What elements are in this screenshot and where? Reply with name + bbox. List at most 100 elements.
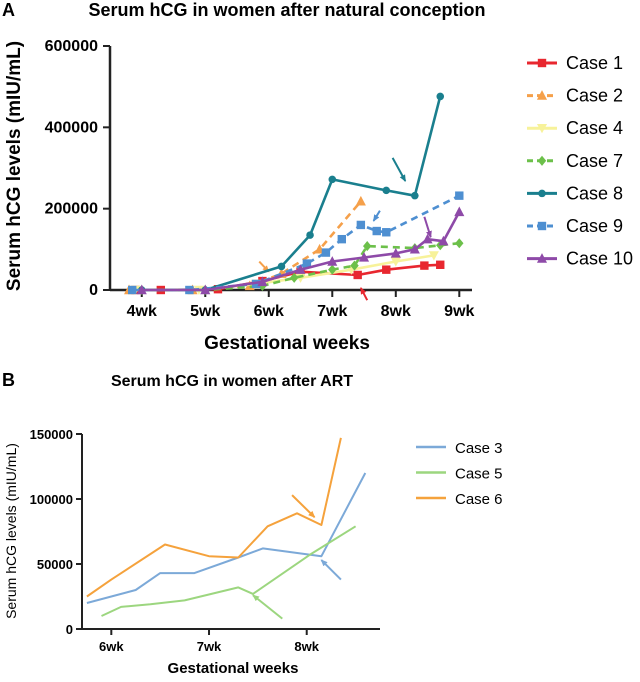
legend-label: Case 10 (566, 249, 633, 269)
legend-label: Case 8 (566, 183, 623, 203)
legend-label: Case 6 (455, 491, 503, 508)
data-point-case-10 (358, 252, 370, 262)
x-tick-label: 9wk (444, 303, 474, 320)
annotation-arrow (359, 287, 369, 301)
data-point-case-2 (355, 195, 366, 206)
series-case-10 (136, 206, 465, 295)
series-line-case-3 (86, 472, 367, 604)
data-point-case-8 (411, 191, 419, 200)
legend-marker (537, 58, 547, 68)
data-point-case-1 (436, 260, 445, 269)
legend-marker (536, 90, 548, 100)
legend-label: Case 1 (566, 53, 623, 73)
panel-letter-b: B (2, 370, 15, 390)
data-point-case-9 (372, 226, 381, 236)
annotation-arrow (320, 559, 342, 581)
chart-b-y-label: Serum hCG levels (mIU/mL) (3, 443, 19, 619)
annotation-arrow (372, 210, 381, 222)
panel-letter-a: A (2, 0, 15, 20)
data-point-case-1 (420, 261, 429, 270)
legend-item-case-8: Case 8 (527, 183, 623, 203)
x-tick-label: 8wk (294, 639, 319, 654)
data-point-case-9 (356, 220, 366, 230)
x-tick-label: 6wk (254, 303, 284, 320)
data-point-case-4 (428, 251, 439, 261)
legend-item-case-9: Case 9 (527, 216, 623, 236)
y-tick-label: 50000 (37, 557, 73, 572)
series-line-case-8 (141, 96, 442, 292)
legend-marker (537, 221, 547, 231)
data-point-case-9 (455, 191, 464, 200)
legend-marker (536, 124, 548, 134)
legend-label: Case 4 (566, 118, 623, 138)
y-tick-label: 0 (66, 622, 73, 637)
chart-a: A Serum hCG in women after natural conce… (2, 0, 633, 354)
series-line-case-6 (86, 437, 342, 598)
x-tick-label: 8wk (381, 303, 411, 320)
legend-item-case-3: Case 3 (416, 440, 503, 457)
legend-item-case-4: Case 4 (527, 118, 623, 138)
data-point-case-8 (306, 231, 314, 239)
data-point-case-8 (328, 175, 337, 184)
series-case-3 (86, 472, 367, 604)
x-tick-label: 7wk (317, 303, 347, 320)
chart-a-x-label: Gestational weeks (204, 333, 370, 354)
annotation-arrow (252, 594, 283, 620)
legend-label: Case 2 (566, 86, 623, 106)
data-point-case-10 (409, 243, 420, 254)
data-point-case-7 (289, 272, 299, 283)
annotation-arrow (291, 494, 316, 518)
data-point-case-10 (136, 284, 147, 295)
data-point-case-9 (382, 228, 391, 237)
legend-marker (536, 253, 548, 263)
data-point-case-10 (438, 235, 449, 246)
legend-item-case-7: Case 7 (527, 151, 623, 171)
y-tick-label: 600000 (45, 38, 98, 55)
data-point-case-1 (353, 270, 362, 280)
legend-label: Case 7 (566, 151, 623, 171)
chart-b-x-label: Gestational weeks (168, 660, 299, 677)
chart-b: B Serum hCG in women after ART Serum hCG… (2, 370, 503, 677)
legend-item-case-2: Case 2 (527, 86, 623, 106)
annotation-arrow (391, 157, 407, 182)
data-point-case-8 (277, 262, 286, 271)
data-point-case-9 (321, 248, 331, 257)
x-tick-label: 6wk (99, 639, 124, 654)
data-point-case-10 (422, 233, 433, 244)
data-point-case-7 (363, 241, 372, 252)
legend-label: Case 9 (566, 216, 623, 236)
legend-marker (538, 189, 546, 198)
y-tick-label: 0 (89, 282, 98, 299)
series-line-case-5 (101, 525, 357, 617)
y-tick-label: 200000 (45, 201, 98, 218)
data-point-case-9 (337, 234, 347, 244)
y-tick-label: 100000 (30, 492, 73, 507)
data-point-case-7 (328, 264, 337, 275)
legend-item-case-5: Case 5 (416, 466, 503, 483)
data-point-case-10 (200, 284, 211, 295)
data-point-case-7 (350, 260, 359, 271)
data-point-case-10 (454, 206, 465, 217)
data-point-case-7 (455, 238, 464, 249)
y-tick-label: 150000 (30, 427, 73, 442)
x-tick-label: 4wk (127, 303, 157, 320)
legend-marker (537, 155, 547, 166)
data-point-case-4 (390, 257, 401, 267)
data-point-case-9 (128, 285, 137, 295)
data-point-case-8 (436, 92, 445, 101)
legend-item-case-10: Case 10 (527, 249, 633, 269)
legend-label: Case 3 (455, 440, 503, 457)
data-point-case-1 (382, 265, 391, 274)
legend-label: Case 5 (455, 466, 503, 483)
data-point-case-10 (327, 256, 338, 266)
legend-item-case-1: Case 1 (527, 53, 623, 73)
annotation-arrow (423, 216, 432, 239)
data-point-case-10 (390, 247, 401, 258)
chart-b-title: Serum hCG in women after ART (111, 373, 353, 390)
series-case-2 (124, 195, 366, 295)
legend-item-case-6: Case 6 (416, 491, 503, 508)
chart-a-y-label: Serum hCG levels (mIU/mL) (4, 41, 25, 291)
series-case-5 (101, 525, 357, 617)
chart-a-title: Serum hCG in women after natural concept… (88, 0, 485, 20)
